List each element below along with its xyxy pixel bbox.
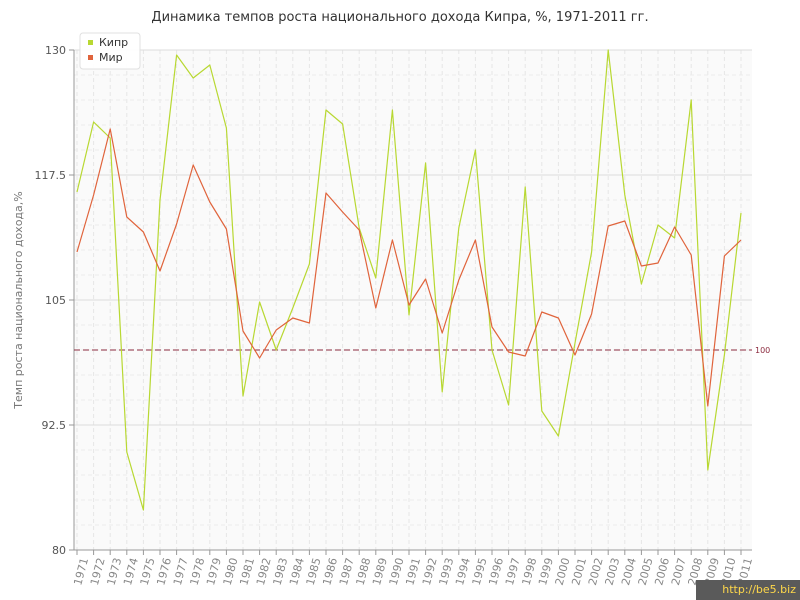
y-tick-label: 105 bbox=[45, 294, 66, 307]
series-line bbox=[76, 49, 742, 511]
y-tick-label: 92.5 bbox=[42, 419, 67, 432]
y-tick-label: 117.5 bbox=[35, 169, 67, 182]
y-tick-labels: 80 92.5 105 117.5 130 bbox=[35, 44, 74, 557]
y-tick-label: 130 bbox=[45, 44, 66, 57]
legend-label: Мир bbox=[99, 51, 123, 64]
reference-line-label: 100 bbox=[755, 346, 770, 355]
legend-swatch bbox=[88, 55, 93, 60]
reference-line: 100 bbox=[74, 346, 770, 355]
x-tick-labels: 1971197219731974197519761977197819791980… bbox=[71, 550, 755, 587]
series-lines bbox=[76, 49, 742, 511]
legend-label: Кипр bbox=[99, 36, 128, 49]
watermark: http://be5.biz bbox=[696, 580, 800, 600]
legend[interactable]: Кипр Мир bbox=[79, 32, 141, 70]
y-tick-label: 80 bbox=[52, 544, 66, 557]
legend-box bbox=[79, 32, 141, 70]
y-axis-label: Темп роста национального дохода,% bbox=[12, 191, 25, 409]
legend-swatch bbox=[88, 40, 93, 45]
gridlines bbox=[74, 49, 752, 551]
series-line bbox=[76, 128, 742, 407]
chart-title: Динамика темпов роста национального дохо… bbox=[151, 10, 649, 25]
